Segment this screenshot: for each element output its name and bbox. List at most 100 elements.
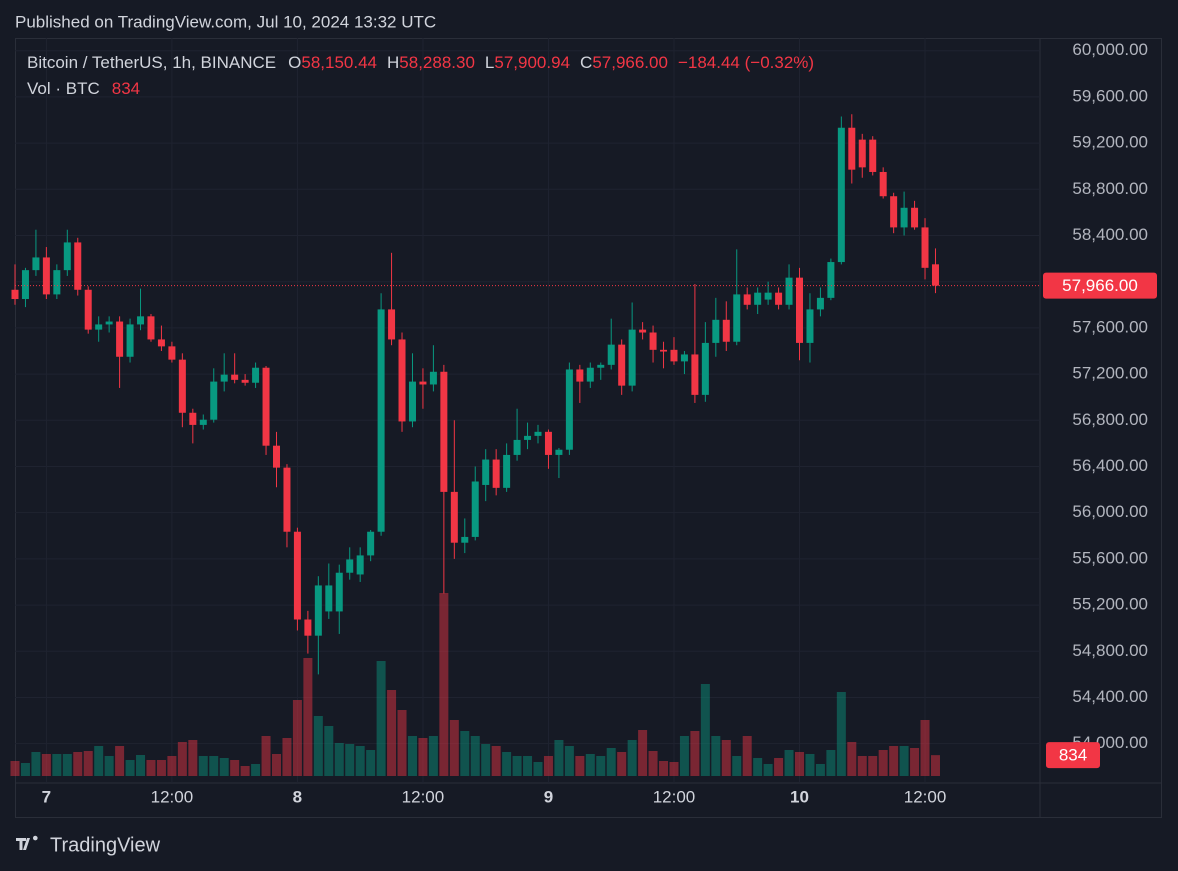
x-tick-label: 12:00 — [904, 787, 947, 806]
volume-bar — [387, 690, 397, 776]
volume-bar — [240, 766, 250, 776]
volume-bar — [41, 754, 51, 776]
volume-bar — [334, 743, 344, 776]
volume-bar — [836, 692, 846, 776]
volume-bar — [167, 756, 177, 776]
volume-bar — [73, 752, 83, 776]
candle-body — [388, 309, 396, 340]
candle-body — [848, 127, 856, 170]
volume-bar — [177, 742, 187, 776]
candle-body — [273, 445, 280, 468]
volume-bar — [324, 726, 334, 776]
volume-bar — [94, 746, 104, 776]
x-tick-label: 12:00 — [402, 787, 445, 806]
legend-value: 58,150.44 — [301, 53, 377, 72]
volume-bar — [292, 700, 302, 776]
legend-change: −184.44 (−0.32%) — [678, 53, 814, 72]
candle-body — [53, 270, 61, 295]
volume-bar — [502, 752, 512, 776]
volume-bar — [627, 740, 637, 776]
volume-bar — [481, 744, 491, 776]
volume-bar — [721, 740, 731, 776]
candle-body — [806, 309, 814, 343]
volume-bar — [617, 752, 627, 776]
y-tick-label: 54,400.00 — [1072, 687, 1148, 706]
candle-body — [733, 294, 741, 342]
candle-body — [555, 449, 563, 455]
volume-bar — [920, 720, 930, 776]
x-tick-label: 9 — [544, 787, 553, 806]
candle-body — [293, 531, 301, 620]
volume-bar — [491, 746, 501, 776]
volume-bar — [543, 756, 553, 776]
volume-bar — [313, 716, 323, 776]
candle-body — [586, 367, 594, 382]
candle-body — [126, 324, 134, 357]
candle-body — [879, 171, 887, 197]
candle-body — [869, 139, 877, 172]
y-tick-label: 56,800.00 — [1072, 410, 1148, 429]
frame — [15, 38, 1162, 818]
volume-bar — [198, 756, 208, 776]
candle-body — [607, 344, 615, 365]
volume-legend: Vol · BTC 834 — [27, 79, 140, 98]
candle-body — [858, 139, 866, 168]
volume-tag — [1046, 742, 1100, 769]
volume-bar — [272, 754, 281, 776]
volume-bar — [659, 761, 669, 776]
volume-bar — [795, 752, 804, 776]
candle-body — [137, 316, 145, 325]
legend-key: H — [387, 53, 399, 72]
candle-body — [565, 369, 573, 450]
candle-body — [42, 257, 50, 295]
volume-bar — [805, 754, 815, 776]
volume-bar — [83, 751, 93, 776]
candle-body — [482, 459, 490, 485]
candle-body — [408, 381, 416, 422]
volume-bar — [355, 746, 365, 776]
candle-body — [931, 264, 939, 286]
volume-bar — [554, 740, 564, 776]
volume-bar — [857, 756, 867, 776]
candle-body — [283, 467, 291, 532]
volume-bar — [407, 736, 417, 776]
volume-bar — [10, 761, 20, 776]
volume-bar — [366, 750, 376, 776]
volume-bar — [20, 763, 30, 776]
candle-body — [335, 572, 343, 612]
volume-bar — [638, 730, 648, 776]
candle-body — [21, 270, 29, 300]
volume-bar — [439, 593, 449, 776]
volume-bar — [209, 756, 219, 776]
volume-bar — [146, 760, 156, 776]
candle-body — [377, 309, 385, 532]
candle-body — [785, 277, 793, 305]
candle-body — [503, 454, 511, 488]
volume-bar — [564, 746, 574, 776]
legend-value: 57,900.94 — [494, 53, 570, 72]
volume-bar — [376, 661, 386, 776]
y-tick-label: 60,000.00 — [1072, 40, 1148, 59]
candle-body — [450, 491, 458, 543]
candle-body — [210, 381, 218, 420]
candle-body — [816, 297, 824, 310]
y-tick-label: 58,400.00 — [1072, 225, 1148, 244]
candle-body — [743, 294, 751, 305]
legend-symbol: Bitcoin / TetherUS, 1h, BINANCE — [27, 53, 276, 72]
price-tag-label: 57,966.00 — [1062, 276, 1138, 295]
candle-body — [796, 277, 803, 343]
candle-body — [660, 349, 668, 352]
volume-bar — [449, 720, 459, 776]
candle-body — [837, 127, 845, 263]
x-tick-label: 12:00 — [151, 787, 194, 806]
candle-body — [105, 321, 113, 325]
volume-bar — [418, 738, 428, 776]
y-tick-label: 59,200.00 — [1072, 133, 1148, 152]
candle-body — [220, 374, 228, 382]
volume-bar — [533, 762, 543, 776]
volume-bar — [732, 756, 742, 776]
volume-bar — [219, 758, 229, 776]
